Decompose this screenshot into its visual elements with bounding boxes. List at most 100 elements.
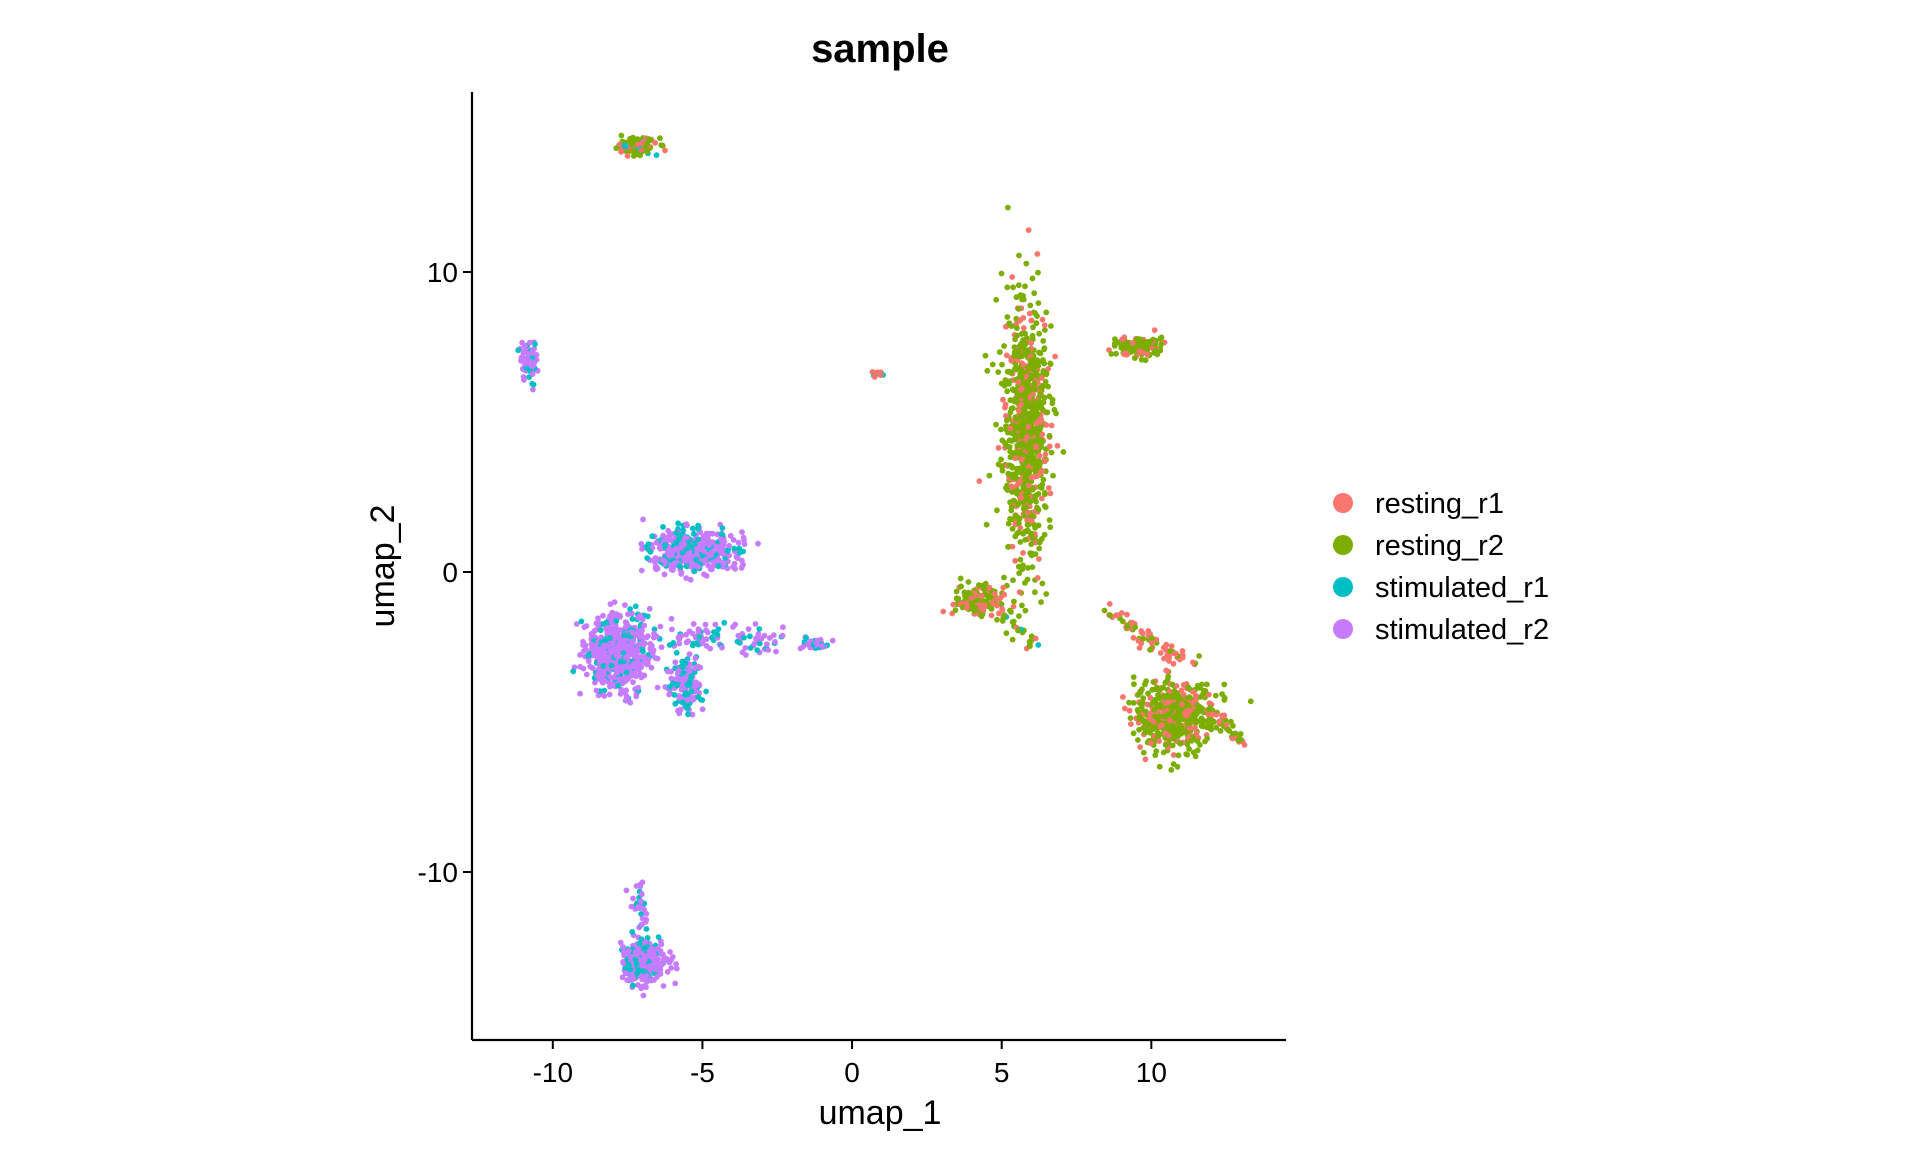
data-point [1015,379,1022,385]
data-point [1009,526,1016,532]
data-point [600,663,607,669]
data-point [780,624,786,631]
data-point [631,147,637,154]
data-point [1014,487,1020,494]
data-point [991,590,998,597]
data-point [531,360,538,366]
data-point [1027,302,1034,309]
data-point [628,645,635,652]
data-point [1020,315,1027,321]
data-point [660,524,666,530]
data-point [968,600,975,606]
data-point [630,679,636,685]
data-point [689,630,696,637]
data-point [598,649,605,656]
data-point [1147,646,1153,653]
data-point [698,540,705,547]
data-point [1035,642,1042,648]
data-point [758,635,765,642]
data-point [639,616,646,623]
data-point [998,426,1004,433]
data-point [530,386,536,393]
data-point [638,891,645,898]
data-point [1140,695,1147,702]
data-point [1241,742,1248,748]
data-point [646,136,652,142]
data-point [654,655,661,662]
data-point [1016,589,1023,595]
data-point [1204,681,1210,688]
data-point [999,467,1006,474]
data-point [643,926,650,932]
data-point [686,553,693,559]
data-point [668,668,674,675]
data-point [1135,737,1141,743]
data-point [611,649,617,655]
data-point [1010,618,1017,625]
data-point [643,634,650,641]
data-point [1182,712,1189,719]
data-point [1144,701,1151,708]
data-point [649,642,655,649]
data-point [752,621,759,627]
data-point [1150,679,1157,685]
data-point [702,621,709,628]
data-point [643,910,650,917]
data-point [1016,613,1022,619]
data-point [676,562,683,569]
data-point [804,641,811,648]
data-point [1033,498,1039,505]
legend: resting_r1 resting_r2 stimulated_r1stimula… [1333,488,1549,646]
data-point [601,642,608,649]
data-point [1042,491,1048,498]
data-point [998,456,1004,463]
data-point [1190,699,1197,706]
data-point [1029,356,1036,363]
data-point [1022,460,1029,467]
data-point [648,977,654,984]
data-point [1039,438,1046,445]
data-point [704,537,711,544]
data-point [719,538,725,544]
data-point [570,668,577,675]
data-point [1025,446,1032,453]
data-point [1152,347,1159,354]
data-point [611,599,618,605]
data-point [1048,449,1055,456]
data-point [675,520,681,527]
data-point [627,953,634,960]
data-point [1019,433,1025,440]
data-point [685,544,692,551]
data-point [673,965,680,972]
data-point [654,960,661,967]
legend-label-stimulated-r2: stimulated_r2 [1375,614,1549,646]
data-point [1162,694,1169,701]
data-point [676,536,682,543]
data-point [529,371,536,377]
data-point [1149,686,1156,693]
data-point [1025,363,1032,370]
data-point [627,966,634,973]
data-point [518,354,525,361]
data-point [639,975,646,981]
data-point [676,640,683,647]
data-point [644,613,651,620]
data-point [589,644,596,650]
data-point [730,624,736,630]
data-point [674,682,680,689]
data-point [680,527,687,534]
data-point [1034,575,1041,581]
data-point [1012,512,1019,519]
data-point [1190,749,1197,756]
data-point [632,603,639,610]
data-point [641,954,648,961]
data-point [1035,300,1042,306]
data-point [1026,499,1033,505]
data-point [633,961,640,967]
data-point [719,525,726,531]
data-point [1142,756,1149,763]
data-point [695,564,701,570]
data-point [683,639,690,646]
data-point [779,632,786,639]
data-point [666,959,673,966]
